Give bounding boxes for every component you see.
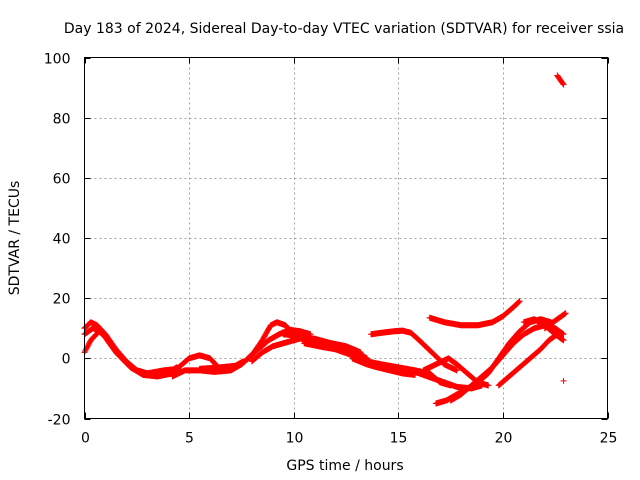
series-arc-18 bbox=[420, 355, 492, 389]
x-axis-label: GPS time / hours bbox=[286, 458, 403, 474]
series-arc-11 bbox=[280, 331, 364, 356]
series-arc-4 bbox=[165, 352, 222, 377]
series-arc-23 bbox=[541, 310, 569, 332]
x-tick-label: 15 bbox=[390, 431, 408, 447]
chart-title: Day 183 of 2024, Sidereal Day-to-day VTE… bbox=[64, 21, 624, 37]
x-tick-label: 0 bbox=[81, 431, 90, 447]
data-point bbox=[560, 337, 567, 344]
data-point bbox=[516, 298, 523, 305]
data-point bbox=[515, 299, 522, 306]
series-arc-8 bbox=[244, 326, 314, 362]
y-tick-label: -20 bbox=[48, 413, 71, 429]
tick-labels: 0 5 10 15 20 25 -20 0 20 40 60 80 100 bbox=[44, 52, 618, 447]
data-point bbox=[485, 382, 492, 389]
series-arc-21 bbox=[495, 331, 561, 389]
plot-frame bbox=[84, 57, 608, 419]
y-tick-label: 80 bbox=[53, 112, 71, 128]
y-axis-label: SDTVAR / TECUs bbox=[7, 181, 23, 296]
y-tick-label: 60 bbox=[53, 172, 71, 188]
series-isolated bbox=[560, 377, 567, 384]
grid-lines bbox=[84, 57, 608, 419]
data-point bbox=[562, 310, 569, 317]
axis-ticks bbox=[84, 57, 609, 420]
data-point bbox=[560, 377, 567, 384]
y-tick-label: 20 bbox=[53, 292, 71, 308]
data-point bbox=[453, 367, 460, 374]
series-arc-20 bbox=[447, 322, 567, 404]
data-points bbox=[81, 72, 569, 407]
data-point bbox=[559, 80, 566, 87]
y-tick-label: 100 bbox=[44, 52, 71, 68]
x-tick-label: 5 bbox=[185, 431, 194, 447]
series-arc-16 bbox=[368, 327, 460, 374]
x-tick-label: 10 bbox=[286, 431, 304, 447]
y-tick-label: 40 bbox=[53, 232, 71, 248]
series-arc-6 bbox=[196, 358, 247, 372]
data-point bbox=[516, 298, 523, 305]
data-point bbox=[560, 81, 567, 88]
series-arc-24 bbox=[554, 72, 567, 88]
x-tick-label: 20 bbox=[495, 431, 513, 447]
x-tick-label: 25 bbox=[600, 431, 618, 447]
series-arc-17 bbox=[426, 298, 523, 329]
data-point bbox=[560, 331, 567, 338]
y-tick-label: 0 bbox=[62, 352, 71, 368]
data-point bbox=[357, 349, 364, 356]
